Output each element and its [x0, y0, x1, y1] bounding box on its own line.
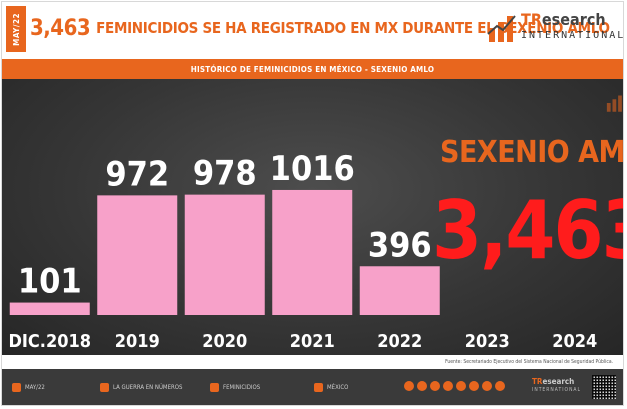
target-icon: [100, 383, 109, 392]
twitter-icon[interactable]: [430, 381, 440, 391]
date-tag: MAY/22: [6, 6, 26, 52]
data-label-dic-2018: 101: [18, 262, 82, 302]
map-pin-icon: [314, 383, 323, 392]
mail-icon[interactable]: [469, 381, 479, 391]
chart-title-bar: HISTÓRICO DE FEMINICIDIOS EN MÉXICO - SE…: [2, 59, 623, 79]
share-icon[interactable]: [482, 381, 492, 391]
headline-number: 3,463: [30, 15, 91, 41]
x-tick-2022: 2022: [377, 331, 422, 352]
date-tag-text: MAY/22: [11, 12, 21, 46]
female-icon: [210, 383, 219, 392]
data-label-2020: 978: [193, 154, 257, 194]
youtube-icon[interactable]: [443, 381, 453, 391]
link-icon[interactable]: [495, 381, 505, 391]
social-links: [404, 381, 505, 391]
chart-area: 101 DIC.2018 972 2019 978 2020 1016 2021 396 2022…: [2, 79, 623, 355]
x-tick-2021: 2021: [290, 331, 335, 352]
data-label-2021: 1016: [270, 149, 355, 189]
x-tick-2024: 2024: [552, 331, 597, 352]
sexenio-label: SEXENIO AMLO: [440, 135, 624, 170]
headline: 3,463 FEMINICIDIOS SE HA REGISTRADO EN M…: [30, 14, 610, 42]
data-label-2022: 396: [368, 225, 432, 265]
x-tick-2023: 2023: [465, 331, 510, 352]
x-tick-2020: 2020: [202, 331, 247, 352]
header: MAY/22 3,463 FEMINICIDIOS SE HA REGISTRA…: [2, 2, 623, 56]
calendar-icon: [12, 383, 21, 392]
brand-logo: TResearch INTERNATIONAL: [487, 8, 623, 50]
x-tick-2019: 2019: [115, 331, 160, 352]
watermark-bars-icon: [606, 95, 622, 112]
x-tick-dic-2018: DIC.2018: [8, 331, 91, 352]
footer-date: MAY/22: [12, 383, 45, 392]
data-label-2019: 972: [105, 154, 169, 194]
source-note: Fuente: Secretariado Ejecutivo del Siste…: [2, 355, 623, 369]
bar-2022: [359, 266, 440, 315]
instagram-icon[interactable]: [417, 381, 427, 391]
bar-2020: [184, 194, 265, 315]
logo-brand: TResearch: [521, 10, 606, 29]
footer-section-2: FEMINICIDIOS: [210, 383, 260, 392]
bar-chart: 101 DIC.2018 972 2019 978 2020 1016 2021 396 2022…: [8, 149, 597, 352]
facebook-icon[interactable]: [404, 381, 414, 391]
footer-section-1: LA GUERRA EN NÚMEROS: [100, 383, 182, 392]
sexenio-total: 3,463: [432, 184, 623, 277]
footer-section-3: MÉXICO: [314, 383, 348, 392]
bar-dic-2018: [9, 302, 90, 315]
headline-text: FEMINICIDIOS SE HA REGISTRADO EN MX DURA…: [96, 19, 610, 37]
logo-subtitle: INTERNATIONAL: [521, 30, 624, 41]
bar-2019: [97, 195, 178, 315]
logo-bars-icon: [487, 15, 516, 42]
web-icon[interactable]: [456, 381, 466, 391]
bar-2021: [272, 189, 353, 315]
footer-logo: TResearch INTERNATIONAL: [532, 377, 582, 393]
qr-code: [592, 375, 616, 399]
footer: MAY/22 LA GUERRA EN NÚMEROS FEMINICIDIOS…: [2, 369, 623, 405]
